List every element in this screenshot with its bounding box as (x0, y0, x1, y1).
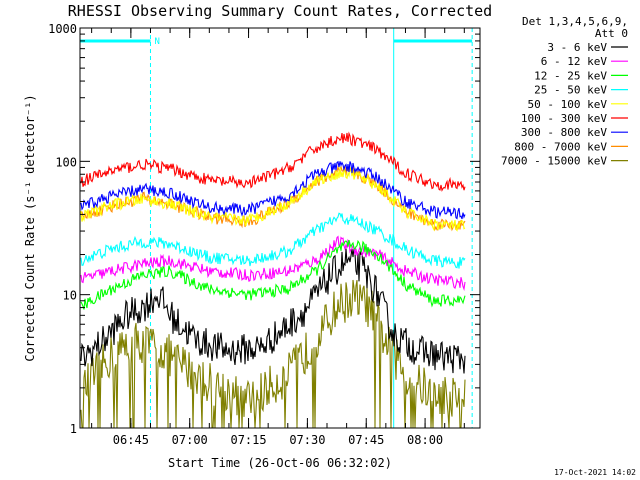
y-axis-label: Corrected Count Rate (s⁻¹ detector⁻¹) (23, 94, 37, 361)
chart-title: RHESSI Observing Summary Count Rates, Co… (68, 2, 492, 20)
footer-date: 17-Oct-2021 14:02 (554, 468, 636, 477)
legend-label: 3 - 6 keV (547, 41, 607, 54)
plot-frame (79, 27, 481, 429)
legend-label: 100 - 300 keV (521, 112, 607, 125)
y-tick-label: 100 (55, 155, 77, 169)
series-line-300-800-kev (80, 160, 466, 220)
y-tick-label: 1000 (48, 22, 77, 36)
x-tick-label: 07:00 (172, 433, 208, 447)
series-line-50-100-kev (80, 166, 466, 232)
legend-label: 7000 - 15000 keV (501, 155, 607, 168)
series-line-100-300-kev (80, 131, 466, 192)
x-tick-label: 07:30 (289, 433, 325, 447)
series-line-3-6-kev (80, 248, 466, 374)
legend-label: 50 - 100 keV (528, 98, 608, 111)
y-tick-label: 10 (63, 289, 77, 303)
legend-header-line: Att 0 (595, 27, 628, 40)
legend-header-line: Det 1,3,4,5,6,9, (522, 15, 628, 28)
legend-label: 300 - 800 keV (521, 126, 607, 139)
series-layer (80, 131, 466, 429)
x-tick-label: 07:45 (348, 433, 384, 447)
axes: 1 10 100 1000 06:45 07:00 07:15 07:30 07:45 08:00 (48, 22, 481, 447)
legend-label: 25 - 50 keV (534, 84, 607, 97)
series-line-25-50-kev (80, 212, 466, 269)
legend-label: 6 - 12 keV (541, 55, 608, 68)
x-tick-label: 08:00 (407, 433, 443, 447)
x-tick-label: 07:15 (230, 433, 266, 447)
legend-label: 12 - 25 keV (534, 69, 607, 82)
x-axis-label: Start Time (26-Oct-06 06:32:02) (168, 456, 392, 470)
night-band: N (79, 28, 473, 428)
series-line-6-12-kev (80, 235, 466, 292)
legend-label: 800 - 7000 keV (514, 140, 607, 153)
series-line-12-25-kev (80, 239, 466, 310)
night-marker-label: N (154, 37, 159, 47)
x-tick-label: 06:45 (113, 433, 149, 447)
y-tick-label: 1 (70, 422, 77, 436)
